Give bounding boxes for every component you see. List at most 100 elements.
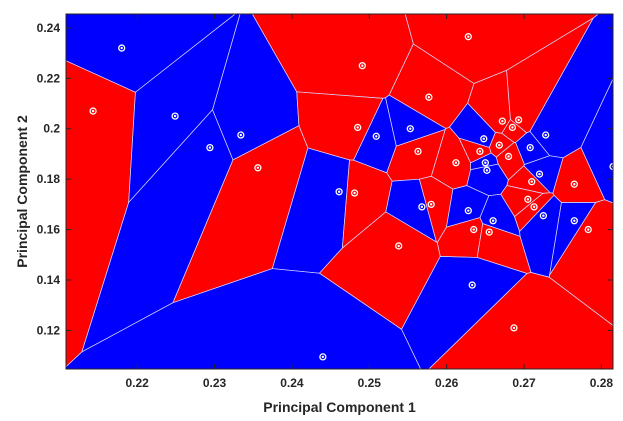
data-point	[452, 159, 460, 167]
data-point-center	[467, 209, 470, 212]
x-tick-label: 0.27	[512, 376, 536, 390]
y-tick-label: 0.2	[43, 122, 60, 136]
data-point	[319, 353, 327, 361]
x-axis-ticks: 0.22 0.23 0.24 0.25 0.26 0.27 0.28	[125, 14, 613, 390]
y-tick-label: 0.22	[37, 71, 61, 85]
data-point-center	[397, 244, 400, 248]
data-point-center	[491, 219, 495, 222]
data-point-center	[542, 214, 545, 217]
y-axis-label: Principal Component 2	[14, 115, 30, 268]
data-point-center	[353, 191, 356, 195]
x-tick-label: 0.26	[435, 376, 459, 390]
data-point	[427, 200, 435, 209]
data-point-center	[416, 150, 420, 153]
data-point	[539, 212, 548, 220]
data-point-center	[526, 198, 530, 201]
data-point	[485, 228, 493, 236]
plot-area	[66, 14, 613, 369]
data-point	[89, 107, 97, 115]
data-point-center	[544, 133, 547, 137]
x-tick-label: 0.24	[280, 376, 304, 390]
data-point-center	[321, 355, 325, 359]
data-point-center	[507, 155, 510, 158]
data-point	[468, 281, 476, 289]
data-point	[254, 164, 262, 172]
data-point-center	[337, 190, 341, 193]
region-edge	[580, 78, 613, 204]
data-point-center	[501, 119, 504, 123]
data-point	[372, 132, 380, 140]
data-point	[470, 225, 478, 234]
x-tick-label: 0.22	[125, 376, 149, 390]
data-point-center	[472, 228, 475, 231]
data-point	[425, 93, 433, 101]
plot-frame	[65, 13, 614, 370]
data-point-center	[375, 135, 378, 138]
data-point	[570, 217, 578, 225]
data-point	[535, 170, 544, 178]
data-point-center	[587, 228, 590, 231]
data-point	[476, 147, 484, 156]
data-point	[526, 143, 534, 152]
data-point-center	[512, 326, 516, 330]
region-boundaries	[66, 14, 613, 369]
data-point-center	[256, 166, 260, 169]
data-point-center	[120, 46, 123, 50]
data-point	[542, 131, 550, 139]
data-point	[584, 225, 592, 234]
data-point	[171, 112, 179, 120]
data-points	[89, 33, 613, 361]
data-point	[395, 242, 403, 250]
data-point	[498, 117, 507, 125]
y-tick-label: 0.14	[37, 273, 61, 287]
data-point	[483, 166, 491, 174]
data-point-center	[239, 133, 243, 137]
data-point-center	[454, 161, 458, 164]
data-point	[480, 135, 488, 143]
data-point	[237, 131, 245, 139]
x-tick-label: 0.25	[358, 376, 382, 390]
y-tick-label: 0.24	[37, 21, 61, 35]
data-point-center	[484, 161, 487, 164]
data-point	[354, 123, 362, 132]
data-point-center	[427, 96, 431, 99]
data-point	[118, 44, 126, 52]
data-point	[530, 203, 538, 211]
data-point	[418, 203, 426, 211]
data-point	[358, 62, 366, 70]
data-point-center	[429, 203, 433, 206]
data-point-center	[409, 127, 412, 130]
data-point-center	[485, 169, 489, 172]
data-point	[481, 159, 489, 167]
data-point-center	[478, 150, 482, 153]
data-point-center	[532, 205, 536, 209]
y-tick-label: 0.16	[37, 223, 61, 237]
x-axis-label: Principal Component 1	[263, 399, 416, 415]
data-point	[524, 195, 532, 203]
data-point	[495, 141, 503, 149]
data-point-center	[538, 172, 541, 176]
data-point	[514, 116, 523, 124]
data-point-center	[573, 182, 576, 186]
data-point-center	[530, 180, 533, 183]
data-point-center	[517, 118, 520, 122]
data-point	[350, 189, 359, 197]
data-point-center	[91, 109, 95, 113]
data-point-center	[173, 114, 177, 118]
data-point	[406, 125, 414, 133]
data-point-center	[573, 219, 576, 222]
data-point-center	[482, 137, 485, 140]
data-point-center	[498, 143, 501, 147]
x-tick-label: 0.23	[203, 376, 227, 390]
data-point	[504, 152, 513, 161]
data-point	[414, 147, 422, 156]
data-point-center	[467, 35, 470, 38]
data-point	[335, 188, 343, 196]
data-point	[206, 143, 214, 152]
x-tick-label: 0.28	[590, 376, 614, 390]
data-point-center	[470, 283, 474, 287]
data-point-center	[208, 146, 212, 149]
data-point-center	[488, 230, 491, 234]
